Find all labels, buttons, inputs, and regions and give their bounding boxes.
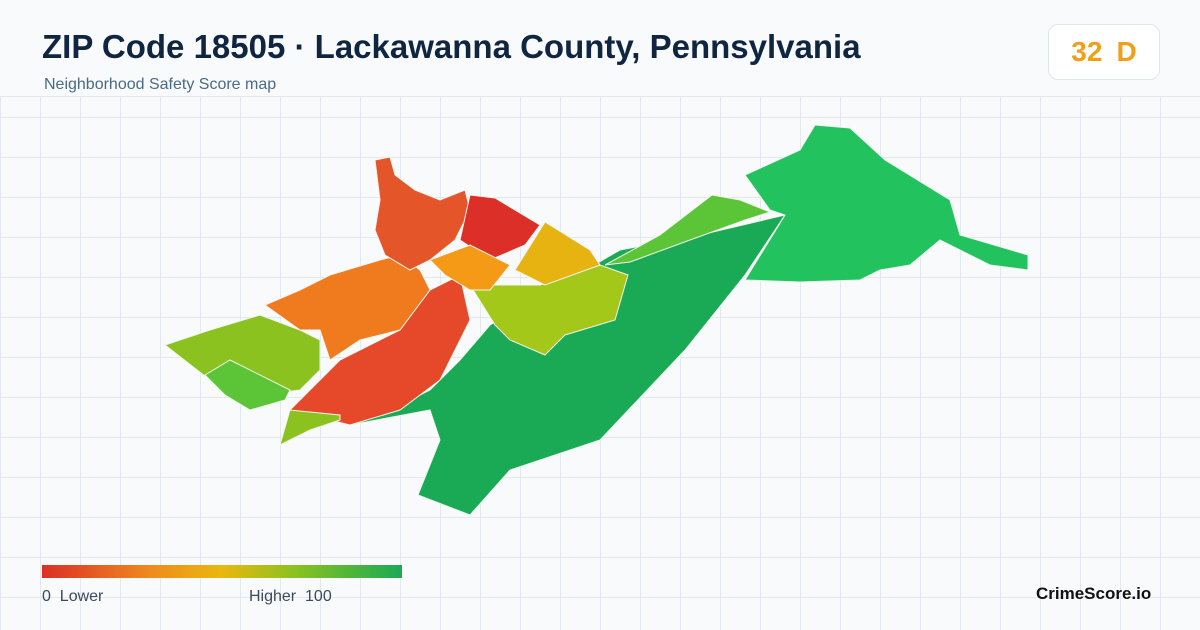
brand: CrimeScore.io: [1036, 584, 1152, 603]
area: [374, 156, 471, 271]
area: [204, 359, 291, 411]
score: 32: [1071, 36, 1103, 67]
area: [459, 194, 541, 261]
area: [429, 244, 511, 291]
legend-bar: [42, 565, 402, 578]
legend-max-label: Higher: [249, 588, 297, 605]
subtitle: Neighborhood Safety Score map: [44, 76, 277, 93]
area: [514, 221, 601, 286]
legend-min: 0 Lower: [42, 588, 103, 606]
legend-min-label: Lower: [59, 588, 104, 605]
legend-max: Higher 100: [249, 588, 332, 606]
legend-min-value: 0: [42, 588, 51, 605]
header: [0, 0, 1200, 97]
area: [604, 194, 772, 266]
area: [279, 409, 341, 446]
grade: D: [1116, 36, 1137, 67]
title: ZIP Code 18505 · Lackawanna County, Penn…: [42, 28, 861, 65]
score-badge: 32 D: [1048, 24, 1160, 80]
legend-max-value: 100: [305, 588, 332, 605]
area: [263, 254, 431, 361]
area: [744, 124, 1029, 283]
